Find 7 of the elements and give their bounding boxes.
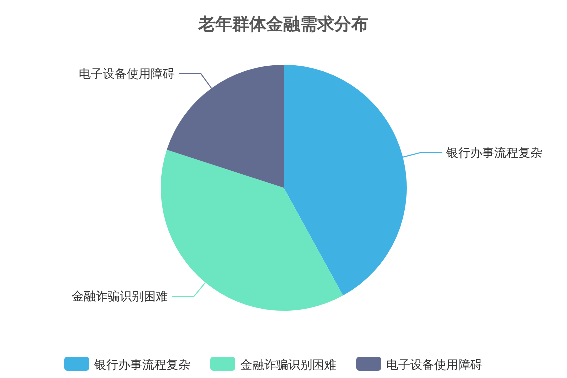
slice-label: 银行办事流程复杂 <box>446 146 543 160</box>
slice-label: 金融诈骗识别困难 <box>72 290 168 304</box>
slice-label: 电子设备使用障碍 <box>79 66 176 81</box>
legend-label: 电子设备使用障碍 <box>386 358 482 372</box>
legend-label: 银行办事流程复杂 <box>94 358 190 372</box>
chart-title: 老年群体金融需求分布 <box>198 15 368 35</box>
legend-label: 金融诈骗识别困难 <box>240 358 336 372</box>
